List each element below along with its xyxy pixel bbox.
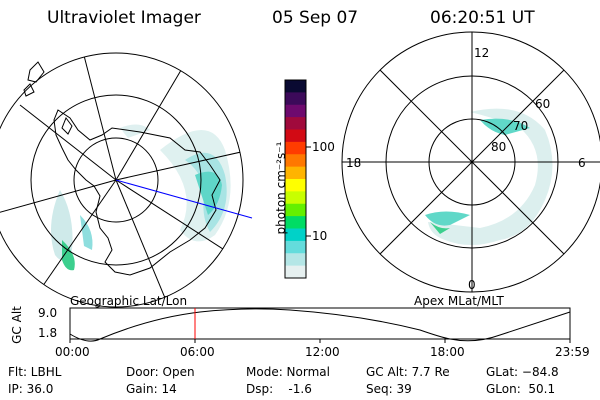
colorbar-stripe: [285, 141, 306, 155]
altitude-plot: [69, 307, 571, 343]
colorbar-tick-10: 10: [312, 229, 328, 243]
colorbar-stripe: [285, 203, 306, 217]
altitude-xtick-1200: 12:00: [305, 345, 340, 359]
altitude-xtick-0000: 00:00: [55, 345, 90, 359]
geographic-map-label: Geographic Lat/Lon: [70, 294, 188, 308]
colorbar-stripe: [285, 253, 306, 267]
magnetic-map-label: Apex MLat/MLT: [414, 294, 504, 308]
status-ip: IP: 36.0: [8, 382, 54, 396]
mlat-label-70: 70: [513, 119, 529, 133]
coastlines: [23, 61, 221, 276]
colorbar-stripe: [285, 228, 306, 242]
status-dsp: Dsp: -1.6: [246, 382, 312, 396]
instrument-title: Ultraviolet Imager: [47, 8, 201, 28]
status-glat: GLat: −84.8: [486, 365, 559, 379]
magnetic-map: [341, 31, 600, 293]
colorbar-stripe: [285, 129, 306, 143]
altitude-xtick-2359: 23:59: [555, 345, 590, 359]
status-door: Door: Open: [126, 365, 195, 379]
mlt-label-12: 12: [474, 46, 490, 60]
status-seq: Seq: 39: [366, 382, 412, 396]
colorbar-stripe: [285, 117, 306, 130]
colorbar: [284, 79, 311, 279]
colorbar-stripe: [285, 80, 306, 93]
mlt-label-6: 6: [578, 156, 586, 170]
mlt-label-18: 18: [346, 156, 362, 170]
colorbar-stripe: [285, 240, 306, 254]
altitude-ytick-9: 9.0: [38, 306, 58, 320]
mlat-label-60: 60: [535, 97, 551, 111]
meridian-lines: [0, 53, 243, 307]
status-glon: GLon: 50.1: [486, 382, 556, 396]
status-gc-alt: GC Alt: 7.7 Re: [366, 365, 450, 379]
colorbar-tick-100: 100: [312, 140, 335, 154]
status-mode: Mode: Normal: [246, 365, 330, 379]
colorbar-stripe: [285, 104, 306, 118]
date-label: 05 Sep 07: [272, 8, 359, 28]
altitude-ytick-1-8: 1.8: [38, 326, 58, 340]
altitude-xtick-0600: 06:00: [180, 345, 215, 359]
colorbar-stripe: [285, 216, 306, 229]
status-flt: Flt: LBHL: [8, 365, 62, 379]
time-label: 06:20:51 UT: [430, 8, 535, 28]
altitude-curve: [69, 308, 571, 342]
colorbar-stripe: [285, 179, 306, 192]
colorbar-stripe: [285, 191, 306, 205]
colorbar-stripe: [285, 154, 306, 168]
colorbar-stripe: [285, 265, 306, 279]
colorbar-unit-label: photon cm⁻²s⁻¹: [274, 141, 288, 235]
mlt-grid-lines: [342, 32, 600, 292]
map-boundary: [0, 52, 244, 308]
status-gain: Gain: 14: [126, 382, 177, 396]
satellite-track: [115, 179, 253, 219]
altitude-ylabel: GC Alt: [10, 306, 24, 344]
colorbar-stripe: [285, 166, 306, 180]
geographic-map: [0, 52, 253, 308]
colorbar-stripe: [285, 92, 306, 106]
mlt-label-0: 0: [468, 278, 476, 292]
mlat-label-80: 80: [491, 140, 507, 154]
altitude-xtick-1800: 18:00: [430, 345, 465, 359]
